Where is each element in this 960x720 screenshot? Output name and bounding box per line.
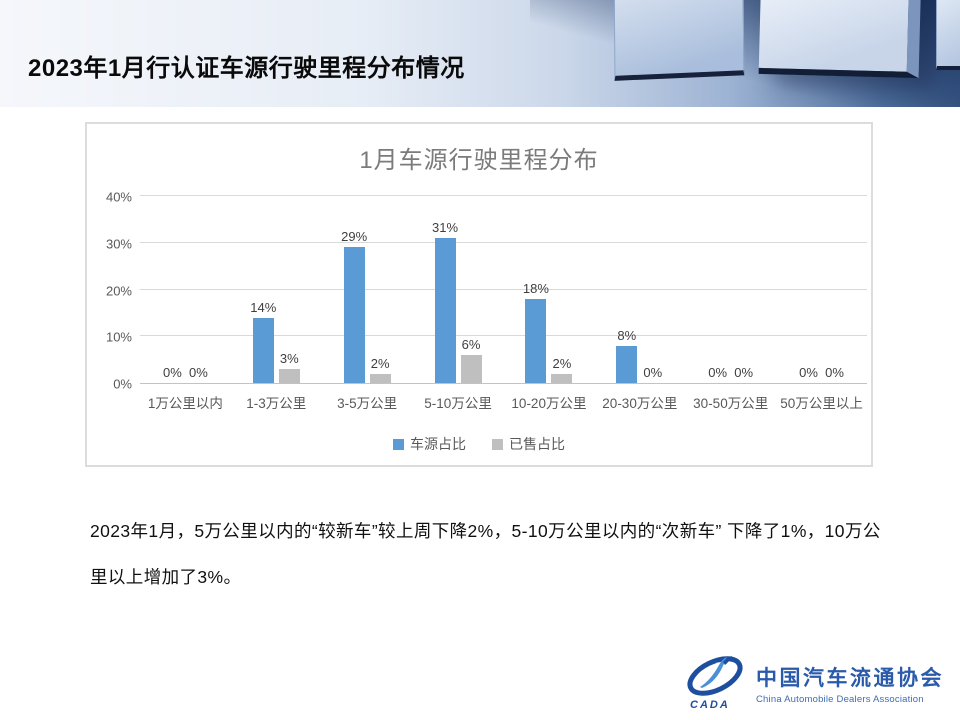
cada-acronym: CADA [690,699,730,711]
legend-item-source: 车源占比 [393,434,466,454]
bar-slot: 18% [522,280,549,383]
chart-bar [525,298,547,383]
y-tick-40: 40% [105,189,132,205]
legend-label: 车源占比 [410,436,466,452]
bar-group: 29% 2% [322,196,413,383]
legend-swatch-gray [492,438,503,450]
chart-bar [616,345,638,383]
bar-series-row: 0% 0% 14% 3% 29% 2% 31% 6% 18% 2% 8% 0% 0% 0% 0% 0% [140,196,867,383]
logo-text: 中国汽车流通协会 China Automobile Dealers Associ… [756,662,944,705]
bar-value-label: 0% [643,365,663,380]
bar-value-label: 31% [432,220,459,236]
bar-slot: 0% [824,365,845,383]
decorative-cube [758,0,922,79]
chart-bar [343,247,365,383]
bar-value-label: 14% [250,299,277,315]
slide-header: 2023年1月行认证车源行驶里程分布情况 [0,0,960,107]
gridline-10 [140,335,867,337]
bar-group: 18% 2% [504,196,595,383]
chart-bar [551,373,573,383]
x-tick: 50万公里以上 [780,396,863,411]
bar-value-label: 18% [522,280,549,296]
chart-title: 1月车源行驶里程分布 [359,147,599,174]
legend-item-sold: 已售占比 [492,434,565,454]
x-tick: 1-3万公里 [246,396,307,411]
x-tick: 1万公里以内 [147,396,223,411]
bar-slot: 14% [250,299,277,383]
gridline-40 [140,195,867,196]
gridline-30 [140,241,867,243]
x-tick: 30-50万公里 [693,396,769,411]
bar-slot: 8% [616,327,638,383]
bar-value-label: 6% [461,336,481,352]
bar-value-label: 29% [341,229,368,245]
x-tick: 5-10万公里 [424,396,492,411]
chart-bar [278,368,300,383]
bar-slot: 0% [642,365,663,383]
bar-value-label: 0% [799,365,818,380]
x-tick: 20-30万公里 [602,396,678,411]
bar-slot: 2% [369,355,391,383]
bar-group: 0% 0% [685,196,776,383]
bar-group: 0% 0% [140,196,231,383]
chart-container: 1月车源行驶里程分布 40% 30% 20% 10% 0% 0% 0% 14% 3% 2… [85,122,873,467]
bar-value-label: 2% [370,355,390,371]
summary-text: 2023年1月，5万公里以内的“较新车”较上周下降2%，5-10万公里以内的“次… [90,521,881,587]
bar-slot: 0% [162,365,183,383]
chart-legend: 车源占比 已售占比 [87,434,871,454]
bar-group: 0% 0% [776,196,867,383]
bar-value-label: 0% [189,365,208,380]
gridline-20 [140,288,867,290]
bar-value-label: 3% [279,350,299,366]
legend-label: 已售占比 [509,436,565,452]
page-title: 2023年1月行认证车源行驶里程分布情况 [28,55,465,82]
decorative-cube [936,0,960,70]
bar-slot: 3% [278,350,300,383]
y-tick-20: 20% [105,283,132,298]
y-tick-0: 0% [113,376,132,392]
y-tick-10: 10% [105,329,132,345]
bar-value-label: 0% [708,365,728,380]
bar-slot: 0% [707,365,728,383]
bar-group: 14% 3% [231,196,322,383]
cada-logo-icon: CADA [687,656,743,711]
bar-slot: 31% [432,220,459,383]
bar-value-label: 0% [734,365,754,380]
chart-bar [369,373,391,383]
bar-group: 31% 6% [413,196,504,383]
bar-value-label: 8% [617,327,637,343]
bar-value-label: 2% [552,355,572,371]
org-name-english: China Automobile Dealers Association [756,693,924,705]
bar-slot: 0% [188,365,209,383]
x-axis-labels: 1万公里以内 1-3万公里 3-5万公里 5-10万公里 10-20万公里 20… [140,392,867,412]
x-tick: 10-20万公里 [511,396,587,411]
x-tick: 3-5万公里 [337,396,398,411]
chart-bar [434,238,456,383]
legend-swatch-blue [393,438,404,450]
chart-bar [252,317,274,383]
y-tick-30: 30% [105,236,132,252]
y-axis: 40% 30% 20% 10% 0% [93,190,135,392]
bar-group: 8% 0% [594,196,685,383]
bar-slot: 0% [798,365,819,383]
organization-logo: CADA 中国汽车流通协会 China Automobile Dealers A… [683,654,944,712]
bar-slot: 0% [733,365,754,383]
bar-value-label: 0% [163,365,182,380]
bar-slot: 29% [341,229,368,383]
plot-area: 0% 0% 14% 3% 29% 2% 31% 6% 18% 2% 8% 0% 0% 0% 0% 0% [140,195,867,384]
decorative-cube [613,0,745,81]
chart-bar [460,354,482,383]
org-name-chinese: 中国汽车流通协会 [756,666,944,690]
bar-slot: 6% [460,336,482,383]
bar-value-label: 0% [825,365,844,380]
bar-slot: 2% [551,355,573,383]
